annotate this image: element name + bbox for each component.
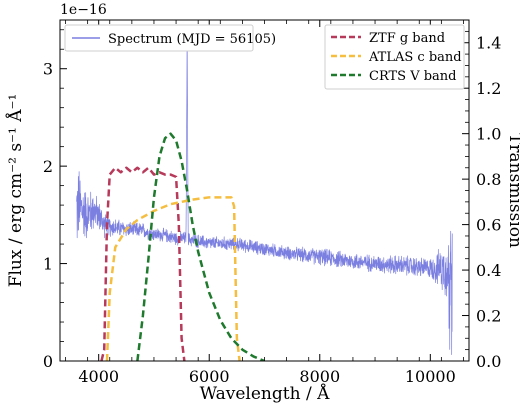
y-tick-label: 3 xyxy=(43,60,53,79)
x-axis-title: Wavelength / Å xyxy=(200,383,330,404)
y2-tick-label: 0.6 xyxy=(476,216,501,235)
legend-ztf-label: ZTF g band xyxy=(369,31,445,46)
y-tick-label: 2 xyxy=(43,157,53,176)
legend-crts-label: CRTS V band xyxy=(369,69,457,84)
legend-filters-box xyxy=(324,24,465,90)
x-tick-label: 6000 xyxy=(189,367,230,386)
y2-tick-label: 1.2 xyxy=(476,79,501,98)
y-axis-title: Flux / erg cm⁻² s⁻¹ Å⁻¹ xyxy=(5,94,26,288)
x-tick-label: 4000 xyxy=(78,367,119,386)
y2-tick-label: 1.0 xyxy=(476,125,501,144)
plot-area xyxy=(76,48,453,361)
y2-tick-label: 0.2 xyxy=(476,307,501,326)
legend-spectrum: Spectrum (MJD = 56105) xyxy=(64,24,276,52)
legend-spectrum-box xyxy=(64,24,254,52)
y-offset-text: 1e−16 xyxy=(60,2,107,18)
y-tick-label: 0 xyxy=(43,352,53,371)
y2-tick-label: 0.4 xyxy=(476,261,501,280)
y2-tick-label: 1.4 xyxy=(476,34,501,53)
x-tick-label: 8000 xyxy=(299,367,340,386)
y2-tick-label: 0.0 xyxy=(476,352,501,371)
spectrum-series xyxy=(76,48,453,355)
atlas-c-band-curve xyxy=(105,196,241,361)
x-tick-label: 10000 xyxy=(405,367,456,386)
legend-spectrum-label: Spectrum (MJD = 56105) xyxy=(108,32,276,47)
legend-atlas-label: ATLAS c band xyxy=(368,50,462,65)
y2-axis-title: Transmission xyxy=(505,133,520,248)
crts-v-band-curve xyxy=(136,132,265,361)
axes: 4000 6000 8000 10000 0 1 2 3 0.0 0.2 0.4 0.6 0.8 1.0 1… xyxy=(43,20,501,386)
ztf-g-band-curve xyxy=(100,166,186,361)
legend-filters: ZTF g band ATLAS c band CRTS V band xyxy=(324,24,465,90)
y-tick-label: 1 xyxy=(43,255,53,274)
y2-tick-label: 0.8 xyxy=(476,170,501,189)
